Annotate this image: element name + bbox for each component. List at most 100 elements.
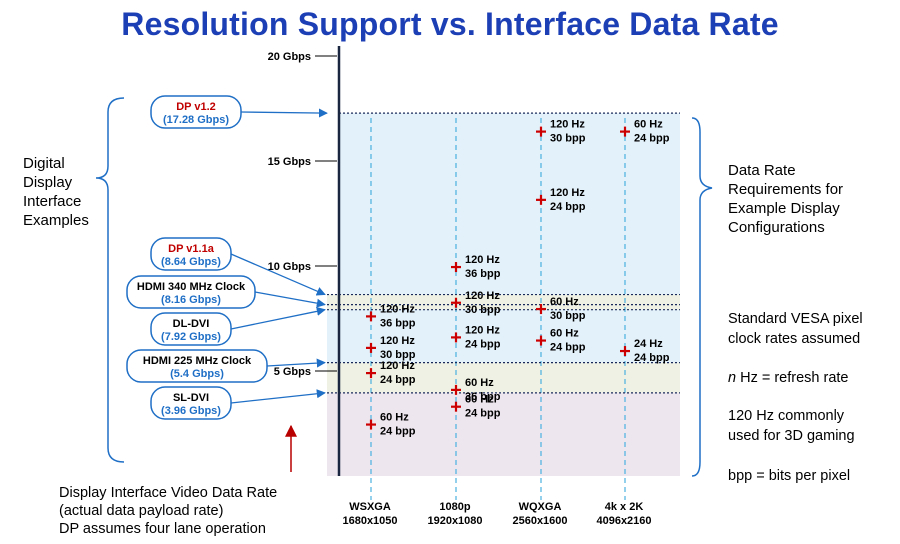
point-bpp-label: 30 bpp (550, 310, 586, 322)
point-refresh-label: 120 Hz (550, 119, 585, 131)
data-point: 120 Hz 30 bpp (536, 119, 586, 145)
left-label-line: Digital (23, 155, 65, 172)
point-refresh-label: 120 Hz (465, 324, 500, 336)
interface-level-lines (327, 112, 680, 394)
interface-item: DP v1.1a(8.64 Gbps) (150, 237, 326, 296)
resolution-name: WQXGA (519, 501, 562, 513)
point-refresh-label: 60 Hz (550, 328, 579, 340)
interface-item: SL-DVI(3.96 Gbps) (150, 386, 326, 420)
point-bpp-label: 24 bpp (550, 201, 586, 213)
annotations: Digital Display Interface Examples Data Rate… (23, 97, 863, 537)
interface-item: DP v1.2(17.28 Gbps) (150, 95, 328, 129)
note-line: Standard VESA pixel (728, 311, 863, 327)
point-refresh-label: 60 Hz (465, 377, 494, 389)
interface-item: HDMI 340 MHz Clock(8.16 Gbps) (126, 275, 326, 309)
interface-name: DP v1.2 (176, 101, 216, 113)
data-point: 120 Hz 30 bpp (451, 290, 501, 316)
interface-rate: (3.96 Gbps) (161, 405, 221, 417)
interface-rate: (17.28 Gbps) (163, 114, 229, 126)
point-bpp-label: 24 bpp (550, 342, 586, 354)
data-point: 120 Hz 24 bpp (536, 187, 586, 213)
left-brace (95, 97, 125, 463)
resolution-pixels: 4096x2160 (596, 515, 651, 527)
interface-name: DP v1.1a (168, 243, 215, 255)
band-dp12 (339, 113, 680, 295)
data-point: 120 Hz 24 bpp (451, 324, 501, 350)
background-bands (327, 113, 680, 476)
point-bpp-label: 24 bpp (380, 426, 416, 438)
interface-arrow (266, 358, 326, 368)
point-refresh-label: 60 Hz (550, 296, 579, 308)
point-bpp-label: 24 bpp (634, 133, 670, 145)
y-axis: 20 Gbps 15 Gbps 10 Gbps 5 Gbps (268, 46, 341, 476)
y-tick-label: 5 Gbps (274, 366, 311, 378)
y-tick-label: 10 Gbps (268, 261, 311, 273)
note-line: n Hz = refresh rate (728, 370, 849, 386)
left-label-line: Examples (23, 212, 89, 229)
column-guides (370, 118, 626, 500)
y-tick-label: 20 Gbps (268, 51, 311, 63)
right-label-line: Configurations (728, 219, 825, 236)
bottom-note-line: (actual data payload rate) (59, 503, 223, 519)
interface-list: DP v1.2(17.28 Gbps)DP v1.1a(8.64 Gbps)HD… (126, 95, 328, 420)
bottom-note-line: DP assumes four lane operation (59, 521, 266, 537)
page-title: Resolution Support vs. Interface Data Ra… (121, 6, 779, 42)
band-hdmi225 (327, 362, 680, 393)
resolution-pixels: 1920x1080 (427, 515, 482, 527)
interface-arrow (230, 389, 326, 404)
point-refresh-label: 60 Hz (634, 119, 663, 131)
point-refresh-label: 120 Hz (380, 360, 415, 372)
point-bpp-label: 30 bpp (380, 349, 416, 361)
interface-name: SL-DVI (173, 392, 209, 404)
bottom-note-line: Display Interface Video Data Rate (59, 485, 277, 501)
point-bpp-label: 30 bpp (550, 133, 586, 145)
point-refresh-label: 120 Hz (550, 187, 585, 199)
note-italic: n (728, 370, 736, 386)
data-point: 120 Hz 36 bpp (366, 303, 416, 329)
band-sldvi (327, 392, 680, 476)
data-point: 120 Hz 36 bpp (451, 254, 501, 280)
interface-item: HDMI 225 MHz Clock(5.4 Gbps) (126, 349, 326, 383)
point-refresh-label: 60 Hz (465, 394, 494, 406)
point-bpp-label: 30 bpp (465, 304, 501, 316)
right-label-line: Requirements for (728, 181, 843, 198)
resolution-pixels: 1680x1050 (342, 515, 397, 527)
interface-rate: (5.4 Gbps) (170, 368, 224, 380)
point-bpp-label: 36 bpp (380, 317, 416, 329)
point-refresh-label: 120 Hz (380, 335, 415, 347)
interface-arrow (254, 291, 326, 308)
data-point: 24 Hz 24 bpp (620, 338, 670, 364)
data-point: 60 Hz 24 bpp (536, 328, 586, 354)
interface-arrow (230, 253, 326, 296)
interface-rate: (8.64 Gbps) (161, 256, 221, 268)
left-label-line: Display (23, 174, 73, 191)
point-refresh-label: 120 Hz (380, 303, 415, 315)
right-brace (691, 117, 713, 477)
interface-arrow (230, 306, 326, 330)
x-axis-labels: WSXGA 1680x1050 1080p 1920x1080 WQXGA 2560x16… (342, 501, 651, 527)
interface-name: HDMI 225 MHz Clock (143, 355, 252, 367)
point-bpp-label: 36 bpp (465, 268, 501, 280)
note-rest: Hz = refresh rate (736, 370, 848, 386)
resolution-pixels: 2560x1600 (512, 515, 567, 527)
resolution-name: WSXGA (349, 501, 391, 513)
left-label-line: Interface (23, 193, 81, 210)
interface-rate: (7.92 Gbps) (161, 331, 221, 343)
interface-item: DL-DVI(7.92 Gbps) (150, 306, 326, 346)
interface-name: HDMI 340 MHz Clock (137, 281, 246, 293)
right-label-line: Example Display (728, 200, 840, 217)
band-dldvi (327, 309, 680, 363)
point-bpp-label: 24 bpp (465, 408, 501, 420)
data-point: 60 Hz 30 bpp (536, 296, 586, 322)
data-point: 120 Hz 30 bpp (366, 335, 416, 361)
note-line: bpp = bits per pixel (728, 468, 850, 484)
point-bpp-label: 36 bpp (465, 391, 501, 403)
data-point: 60 Hz 24 bpp (451, 394, 501, 420)
point-bpp-label: 24 bpp (634, 352, 670, 364)
interface-rate: (8.16 Gbps) (161, 294, 221, 306)
note-line: used for 3D gaming (728, 428, 855, 444)
data-point: 60 Hz 24 bpp (366, 412, 416, 438)
